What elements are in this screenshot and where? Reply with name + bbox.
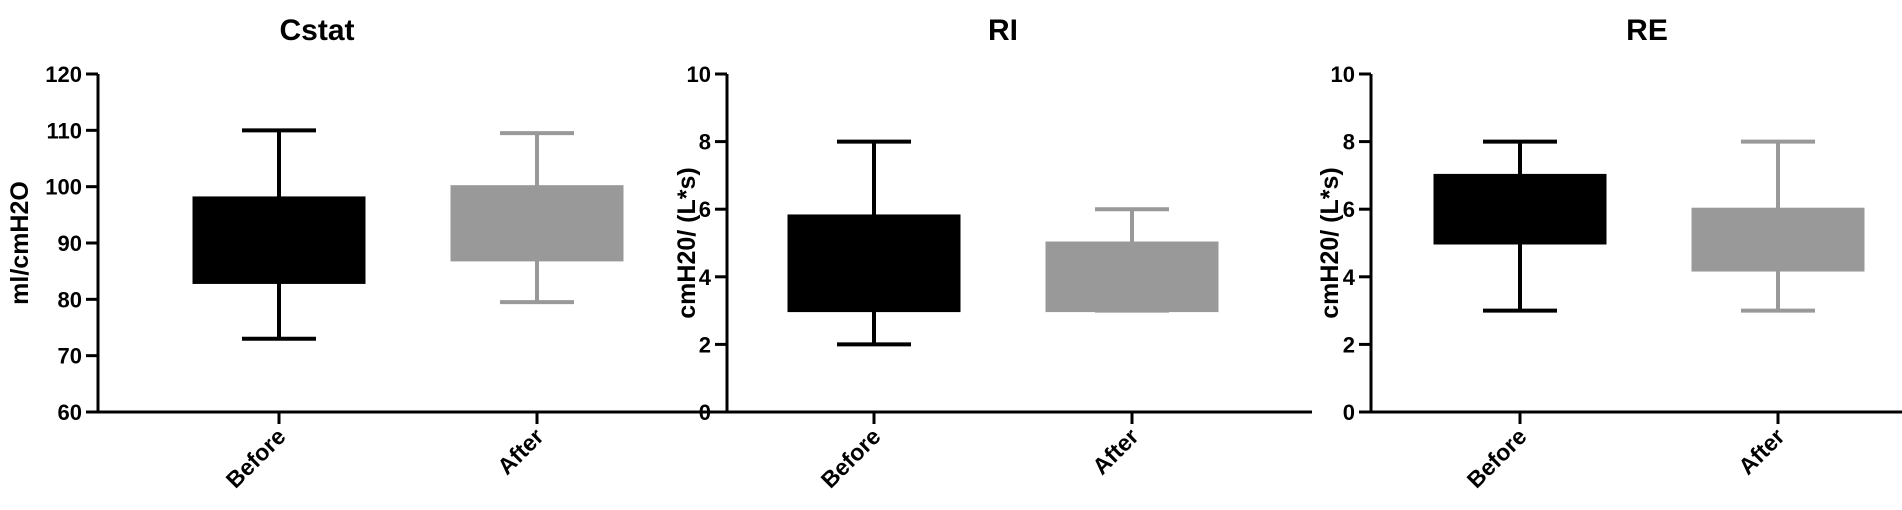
x-tick-label: Before <box>221 423 291 493</box>
y-tick-label: 70 <box>58 344 82 369</box>
x-tick-label: After <box>1733 423 1789 479</box>
y-tick-label: 100 <box>45 175 82 200</box>
y-axis-label: cmH20/ (L*s) <box>1316 167 1344 318</box>
y-tick-label: 4 <box>699 265 712 290</box>
y-tick-label: 4 <box>1343 265 1356 290</box>
box-after <box>450 131 624 305</box>
chart-panel-3: RE cmH20/ (L*s) 0 2 4 6 8 10 Before After <box>1316 14 1902 493</box>
y-tick-label: 10 <box>687 62 711 87</box>
chart-title: Cstat <box>279 14 354 47</box>
chart-title: RI <box>988 14 1018 47</box>
x-tick-label: Before <box>1462 423 1532 493</box>
box-before <box>1433 139 1607 313</box>
iqr-box <box>787 214 961 313</box>
y-tick-label: 60 <box>58 400 82 425</box>
y-tick-label: 2 <box>699 332 711 357</box>
y-tick-label: 120 <box>45 62 82 87</box>
iqr-box <box>1433 173 1607 245</box>
box-before <box>787 139 961 347</box>
box-before <box>192 128 366 341</box>
iqr-box <box>1045 241 1219 313</box>
y-axis-label: ml/cmH2O <box>6 181 34 305</box>
y-tick-label: 80 <box>58 287 82 312</box>
y-tick-label: 10 <box>1331 62 1355 87</box>
y-tick-label: 110 <box>47 118 83 143</box>
chart-panel-2: RI cmH20/ (L*s) 0 2 4 6 8 10 Before After <box>673 14 1312 493</box>
iqr-box <box>450 185 624 262</box>
y-tick-label: 0 <box>1343 400 1355 425</box>
y-tick-label: 90 <box>58 231 82 256</box>
y-axis-label: cmH20/ (L*s) <box>673 167 701 318</box>
y-tick-label: 6 <box>1343 197 1355 222</box>
x-tick-label: After <box>492 423 548 479</box>
x-tick-label: After <box>1087 423 1143 479</box>
y-tick-label: 8 <box>699 130 711 155</box>
chart-title: RE <box>1626 14 1668 47</box>
y-tick-label: 8 <box>1343 130 1355 155</box>
y-tick-label: 6 <box>699 197 711 222</box>
x-tick-label: Before <box>816 423 886 493</box>
iqr-box <box>192 196 366 284</box>
box-after <box>1691 139 1865 313</box>
box-after <box>1045 207 1219 313</box>
iqr-box <box>1691 207 1865 272</box>
y-tick-label: 0 <box>699 400 711 425</box>
y-tick-label: 2 <box>1343 332 1355 357</box>
